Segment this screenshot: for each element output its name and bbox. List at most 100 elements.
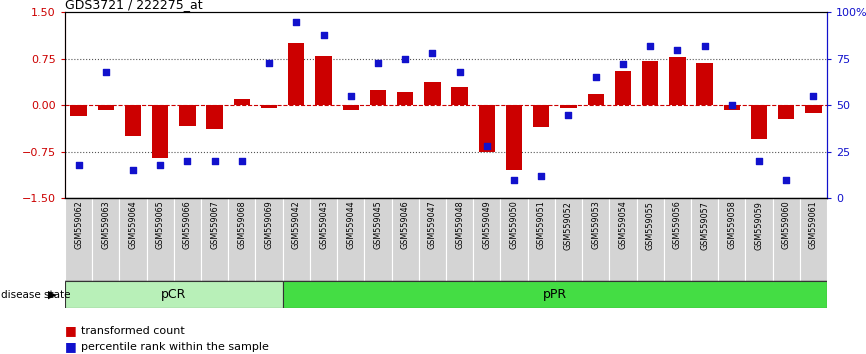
Point: [752, 158, 766, 164]
Point: [453, 69, 467, 75]
Bar: [391, 198, 419, 281]
Bar: [255, 198, 282, 281]
Bar: [669, 57, 686, 105]
Bar: [746, 198, 772, 281]
Point: [126, 167, 140, 173]
Text: GSM559050: GSM559050: [509, 201, 519, 250]
Bar: [473, 198, 501, 281]
Point: [398, 56, 412, 62]
Bar: [146, 198, 174, 281]
Bar: [152, 105, 168, 158]
Text: GSM559059: GSM559059: [754, 201, 764, 250]
Text: GSM559065: GSM559065: [156, 201, 165, 250]
Text: GSM559054: GSM559054: [618, 201, 627, 250]
Point: [698, 43, 712, 49]
Text: percentile rank within the sample: percentile rank within the sample: [81, 342, 268, 352]
Text: GSM559064: GSM559064: [128, 201, 138, 249]
Point: [317, 32, 331, 38]
Point: [670, 47, 684, 52]
Text: GSM559063: GSM559063: [101, 201, 110, 249]
Bar: [92, 198, 120, 281]
Text: disease state: disease state: [1, 290, 70, 300]
Text: GSM559058: GSM559058: [727, 201, 736, 250]
Text: GSM559043: GSM559043: [319, 201, 328, 249]
Text: GSM559048: GSM559048: [456, 201, 464, 249]
Bar: [560, 105, 577, 108]
Bar: [663, 198, 691, 281]
Text: GSM559056: GSM559056: [673, 201, 682, 250]
Text: GSM559061: GSM559061: [809, 201, 818, 249]
Bar: [206, 105, 223, 129]
Bar: [365, 198, 391, 281]
Point: [153, 162, 167, 168]
Text: GSM559067: GSM559067: [210, 201, 219, 250]
Text: GSM559062: GSM559062: [74, 201, 83, 250]
Point: [180, 158, 194, 164]
Point: [480, 143, 494, 149]
Bar: [555, 198, 582, 281]
Bar: [310, 198, 337, 281]
Text: GSM559047: GSM559047: [428, 201, 436, 250]
Text: GSM559052: GSM559052: [564, 201, 573, 250]
Bar: [446, 198, 473, 281]
Bar: [201, 198, 229, 281]
Point: [507, 177, 521, 183]
Point: [208, 158, 222, 164]
Text: GSM559057: GSM559057: [700, 201, 709, 250]
Bar: [800, 198, 827, 281]
Bar: [615, 71, 631, 105]
Bar: [370, 90, 386, 105]
Bar: [637, 198, 663, 281]
Bar: [125, 105, 141, 136]
Bar: [772, 198, 800, 281]
Bar: [506, 105, 522, 170]
Point: [262, 60, 276, 65]
Bar: [65, 281, 282, 308]
Bar: [751, 105, 767, 139]
Bar: [424, 82, 441, 105]
Bar: [282, 281, 827, 308]
Text: GSM559051: GSM559051: [537, 201, 546, 250]
Point: [561, 112, 575, 118]
Bar: [718, 198, 746, 281]
Point: [806, 93, 820, 99]
Text: ■: ■: [65, 341, 77, 353]
Bar: [234, 99, 250, 105]
Bar: [778, 105, 794, 119]
Bar: [282, 198, 310, 281]
Point: [371, 60, 385, 65]
Text: GSM559060: GSM559060: [782, 201, 791, 249]
Point: [643, 43, 657, 49]
Text: pCR: pCR: [161, 288, 186, 301]
Text: ▶: ▶: [48, 290, 56, 300]
Bar: [587, 94, 604, 105]
Text: GSM559066: GSM559066: [183, 201, 192, 249]
Bar: [120, 198, 146, 281]
Text: ■: ■: [65, 325, 77, 337]
Point: [779, 177, 793, 183]
Text: GSM559069: GSM559069: [265, 201, 274, 250]
Bar: [229, 198, 255, 281]
Bar: [533, 105, 549, 127]
Bar: [174, 198, 201, 281]
Text: transformed count: transformed count: [81, 326, 184, 336]
Bar: [315, 56, 332, 105]
Bar: [261, 105, 277, 108]
Text: pPR: pPR: [543, 288, 567, 301]
Point: [235, 158, 249, 164]
Text: GDS3721 / 222275_at: GDS3721 / 222275_at: [65, 0, 203, 11]
Bar: [610, 198, 637, 281]
Text: GSM559042: GSM559042: [292, 201, 301, 250]
Point: [344, 93, 358, 99]
Bar: [419, 198, 446, 281]
Text: GSM559055: GSM559055: [646, 201, 655, 250]
Bar: [527, 198, 555, 281]
Text: GSM559045: GSM559045: [373, 201, 383, 250]
Point: [425, 51, 439, 56]
Bar: [451, 87, 468, 105]
Point: [534, 173, 548, 179]
Bar: [501, 198, 527, 281]
Point: [289, 19, 303, 24]
Text: GSM559046: GSM559046: [401, 201, 410, 249]
Point: [99, 69, 113, 75]
